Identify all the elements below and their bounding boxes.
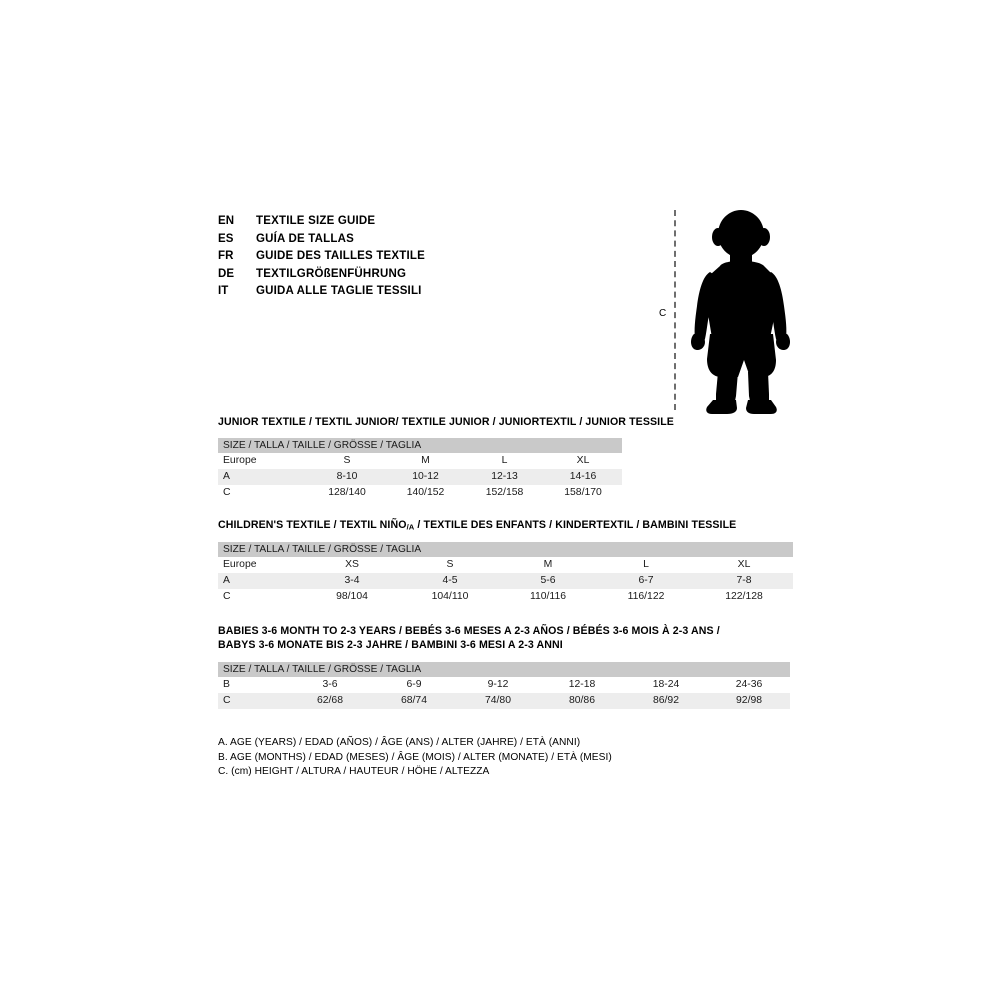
junior-row-label-c: C [218, 485, 308, 501]
babies-size-table: SIZE / TALLA / TAILLE / GRÖSSE / TAGLIA … [218, 662, 791, 709]
language-row-es: ES GUÍA DE TALLAS [218, 233, 638, 251]
junior-age-1: 8-10 [308, 469, 386, 485]
children-table-size-header-row: SIZE / TALLA / TAILLE / GRÖSSE / TAGLIA [218, 542, 794, 557]
table-row: C 128/140 140/152 152/158 158/170 [218, 485, 623, 501]
language-header-block: EN TEXTILE SIZE GUIDE ES GUÍA DE TALLAS … [218, 215, 638, 303]
children-height-5: 122/128 [695, 589, 794, 605]
language-row-fr: FR GUIDE DES TAILLES TEXTILE [218, 250, 638, 268]
junior-section-title: JUNIOR TEXTILE / TEXTIL JUNIOR/ TEXTILE … [218, 416, 674, 428]
language-code-es: ES [218, 232, 234, 245]
babies-months-5: 18-24 [624, 677, 708, 693]
height-measure-label: C [659, 308, 667, 319]
junior-table-size-header-row: SIZE / TALLA / TAILLE / GRÖSSE / TAGLIA [218, 438, 623, 453]
table-row: B 3-6 6-9 9-12 12-18 18-24 24-36 [218, 677, 791, 693]
children-age-1: 3-4 [303, 573, 401, 589]
children-title-part2: / TEXTILE DES ENFANTS / KINDERTEXTIL / B… [414, 519, 737, 531]
children-height-1: 98/104 [303, 589, 401, 605]
children-age-4: 6-7 [597, 573, 695, 589]
babies-height-2: 68/74 [372, 693, 456, 709]
table-row: Europe XS S M L XL [218, 557, 794, 573]
children-age-2: 4-5 [401, 573, 499, 589]
children-size-m: M [499, 557, 597, 573]
junior-height-3: 152/158 [465, 485, 544, 501]
language-row-en: EN TEXTILE SIZE GUIDE [218, 215, 638, 233]
junior-row-label-a: A [218, 469, 308, 485]
babies-months-4: 12-18 [540, 677, 624, 693]
table-row: A 3-4 4-5 5-6 6-7 7-8 [218, 573, 794, 589]
babies-height-5: 86/92 [624, 693, 708, 709]
babies-title-line1: BABIES 3-6 MONTH TO 2-3 YEARS / BEBÉS 3-… [218, 625, 720, 637]
language-code-fr: FR [218, 250, 234, 262]
junior-size-l: L [465, 453, 544, 469]
junior-size-m: M [386, 453, 465, 469]
children-height-3: 110/116 [499, 589, 597, 605]
junior-age-3: 12-13 [465, 469, 544, 485]
children-size-xl: XL [695, 557, 794, 573]
table-row: C 98/104 104/110 110/116 116/122 122/128 [218, 589, 794, 605]
children-age-5: 7-8 [695, 573, 794, 589]
children-row-label-a: A [218, 573, 303, 589]
junior-height-1: 128/140 [308, 485, 386, 501]
legend-line-b: B. AGE (MONTHS) / EDAD (MESES) / ÂGE (MO… [218, 751, 612, 763]
legend-line-a: A. AGE (YEARS) / EDAD (AÑOS) / ÂGE (ANS)… [218, 737, 581, 748]
language-title-en: TEXTILE SIZE GUIDE [256, 215, 376, 227]
babies-height-4: 80/86 [540, 693, 624, 709]
language-title-it: GUIDA ALLE TAGLIE TESSILI [256, 285, 422, 297]
children-title-part1: CHILDREN'S TEXTILE / TEXTIL NIÑO [218, 519, 407, 531]
language-title-es: GUÍA DE TALLAS [256, 232, 354, 245]
children-title-gender-suffix: /A [406, 522, 415, 532]
language-row-de: DE TEXTILGRÖßENFÜHRUNG [218, 268, 638, 286]
babies-height-3: 74/80 [456, 693, 540, 709]
height-measurement-figure: C [650, 205, 800, 420]
babies-months-1: 3-6 [288, 677, 372, 693]
junior-size-header-label: SIZE / TALLA / TAILLE / GRÖSSE / TAGLIA [218, 438, 623, 453]
babies-table-size-header-row: SIZE / TALLA / TAILLE / GRÖSSE / TAGLIA [218, 662, 791, 677]
junior-size-xs-or-s: S [308, 453, 386, 469]
babies-height-1: 62/68 [288, 693, 372, 709]
junior-age-4: 14-16 [544, 469, 623, 485]
children-size-xs: XS [303, 557, 401, 573]
language-row-it: IT GUIDA ALLE TAGLIE TESSILI [218, 285, 638, 303]
babies-row-label-b: B [218, 677, 288, 693]
language-title-fr: GUIDE DES TAILLES TEXTILE [256, 250, 425, 262]
children-size-l: L [597, 557, 695, 573]
junior-size-xl: XL [544, 453, 623, 469]
language-title-de: TEXTILGRÖßENFÜHRUNG [256, 267, 407, 280]
children-size-s: S [401, 557, 499, 573]
legend-line-c: C. (cm) HEIGHT / ALTURA / HAUTEUR / HÖHE… [218, 766, 490, 778]
table-row: A 8-10 10-12 12-13 14-16 [218, 469, 623, 485]
language-code-de: DE [218, 267, 235, 280]
table-row: C 62/68 68/74 74/80 80/86 86/92 92/98 [218, 693, 791, 709]
children-height-2: 104/110 [401, 589, 499, 605]
babies-months-6: 24-36 [708, 677, 791, 693]
language-code-it: IT [218, 285, 229, 297]
babies-months-2: 6-9 [372, 677, 456, 693]
table-row: Europe S M L XL [218, 453, 623, 469]
child-silhouette-icon [691, 210, 790, 414]
junior-row-label-europe: Europe [218, 453, 308, 469]
junior-height-2: 140/152 [386, 485, 465, 501]
children-section-title: CHILDREN'S TEXTILE / TEXTIL NIÑO/A / TEX… [218, 518, 736, 534]
children-size-header-label: SIZE / TALLA / TAILLE / GRÖSSE / TAGLIA [218, 542, 794, 557]
babies-height-6: 92/98 [708, 693, 791, 709]
children-size-table: SIZE / TALLA / TAILLE / GRÖSSE / TAGLIA … [218, 542, 794, 605]
babies-title-line2: BABYS 3-6 MONATE BIS 2-3 JAHRE / BAMBINI… [218, 639, 563, 651]
junior-size-table: SIZE / TALLA / TAILLE / GRÖSSE / TAGLIA … [218, 438, 623, 501]
measurement-legend: A. AGE (YEARS) / EDAD (AÑOS) / ÂGE (ANS)… [218, 736, 612, 780]
children-height-4: 116/122 [597, 589, 695, 605]
children-age-3: 5-6 [499, 573, 597, 589]
babies-months-3: 9-12 [456, 677, 540, 693]
children-row-label-c: C [218, 589, 303, 605]
babies-size-header-label: SIZE / TALLA / TAILLE / GRÖSSE / TAGLIA [218, 662, 791, 677]
babies-section-title: BABIES 3-6 MONTH TO 2-3 YEARS / BEBÉS 3-… [218, 624, 720, 652]
height-dashed-line [674, 210, 676, 410]
language-code-en: EN [218, 215, 235, 227]
babies-row-label-c: C [218, 693, 288, 709]
junior-age-2: 10-12 [386, 469, 465, 485]
children-row-label-europe: Europe [218, 557, 303, 573]
junior-height-4: 158/170 [544, 485, 623, 501]
